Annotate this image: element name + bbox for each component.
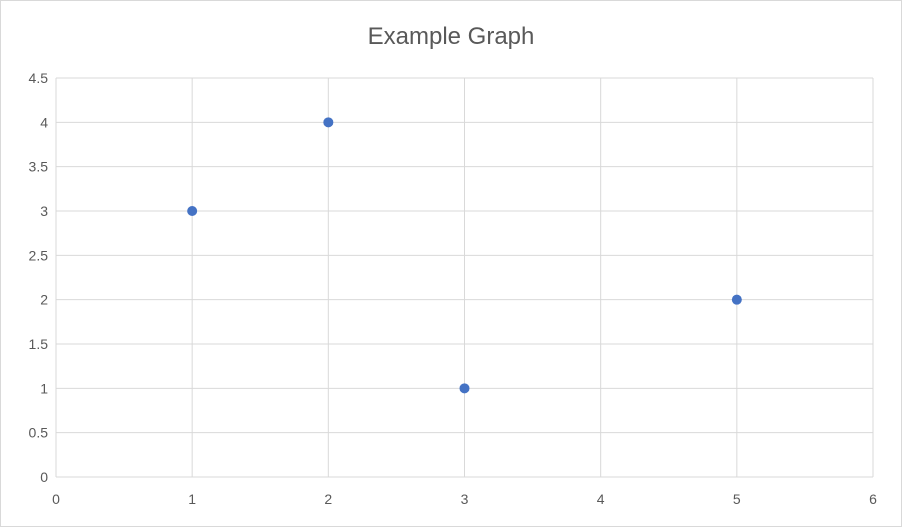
y-tick-label: 4 — [40, 114, 48, 130]
chart-title: Example Graph — [368, 23, 535, 50]
x-tick-label: 6 — [869, 491, 877, 507]
x-tick-label: 5 — [733, 491, 741, 507]
y-tick-label: 0 — [40, 469, 48, 485]
y-tick-label: 1 — [40, 380, 48, 396]
y-tick-label: 1.5 — [29, 336, 49, 352]
x-tick-label: 2 — [324, 491, 332, 507]
data-point — [731, 294, 742, 305]
y-tick-label: 3.5 — [29, 159, 49, 175]
y-tick-label: 4.5 — [29, 70, 49, 86]
data-point — [323, 117, 334, 128]
x-tick-label: 0 — [52, 491, 60, 507]
x-tick-label: 4 — [597, 491, 605, 507]
y-tick-label: 2.5 — [29, 247, 49, 263]
y-tick-label: 2 — [40, 292, 48, 308]
data-point — [187, 206, 198, 216]
x-tick-label: 1 — [188, 491, 196, 507]
y-tick-label: 3 — [40, 203, 48, 219]
data-point — [459, 383, 470, 394]
x-tick-label: 3 — [461, 491, 469, 507]
y-tick-label: 0.5 — [29, 425, 49, 441]
